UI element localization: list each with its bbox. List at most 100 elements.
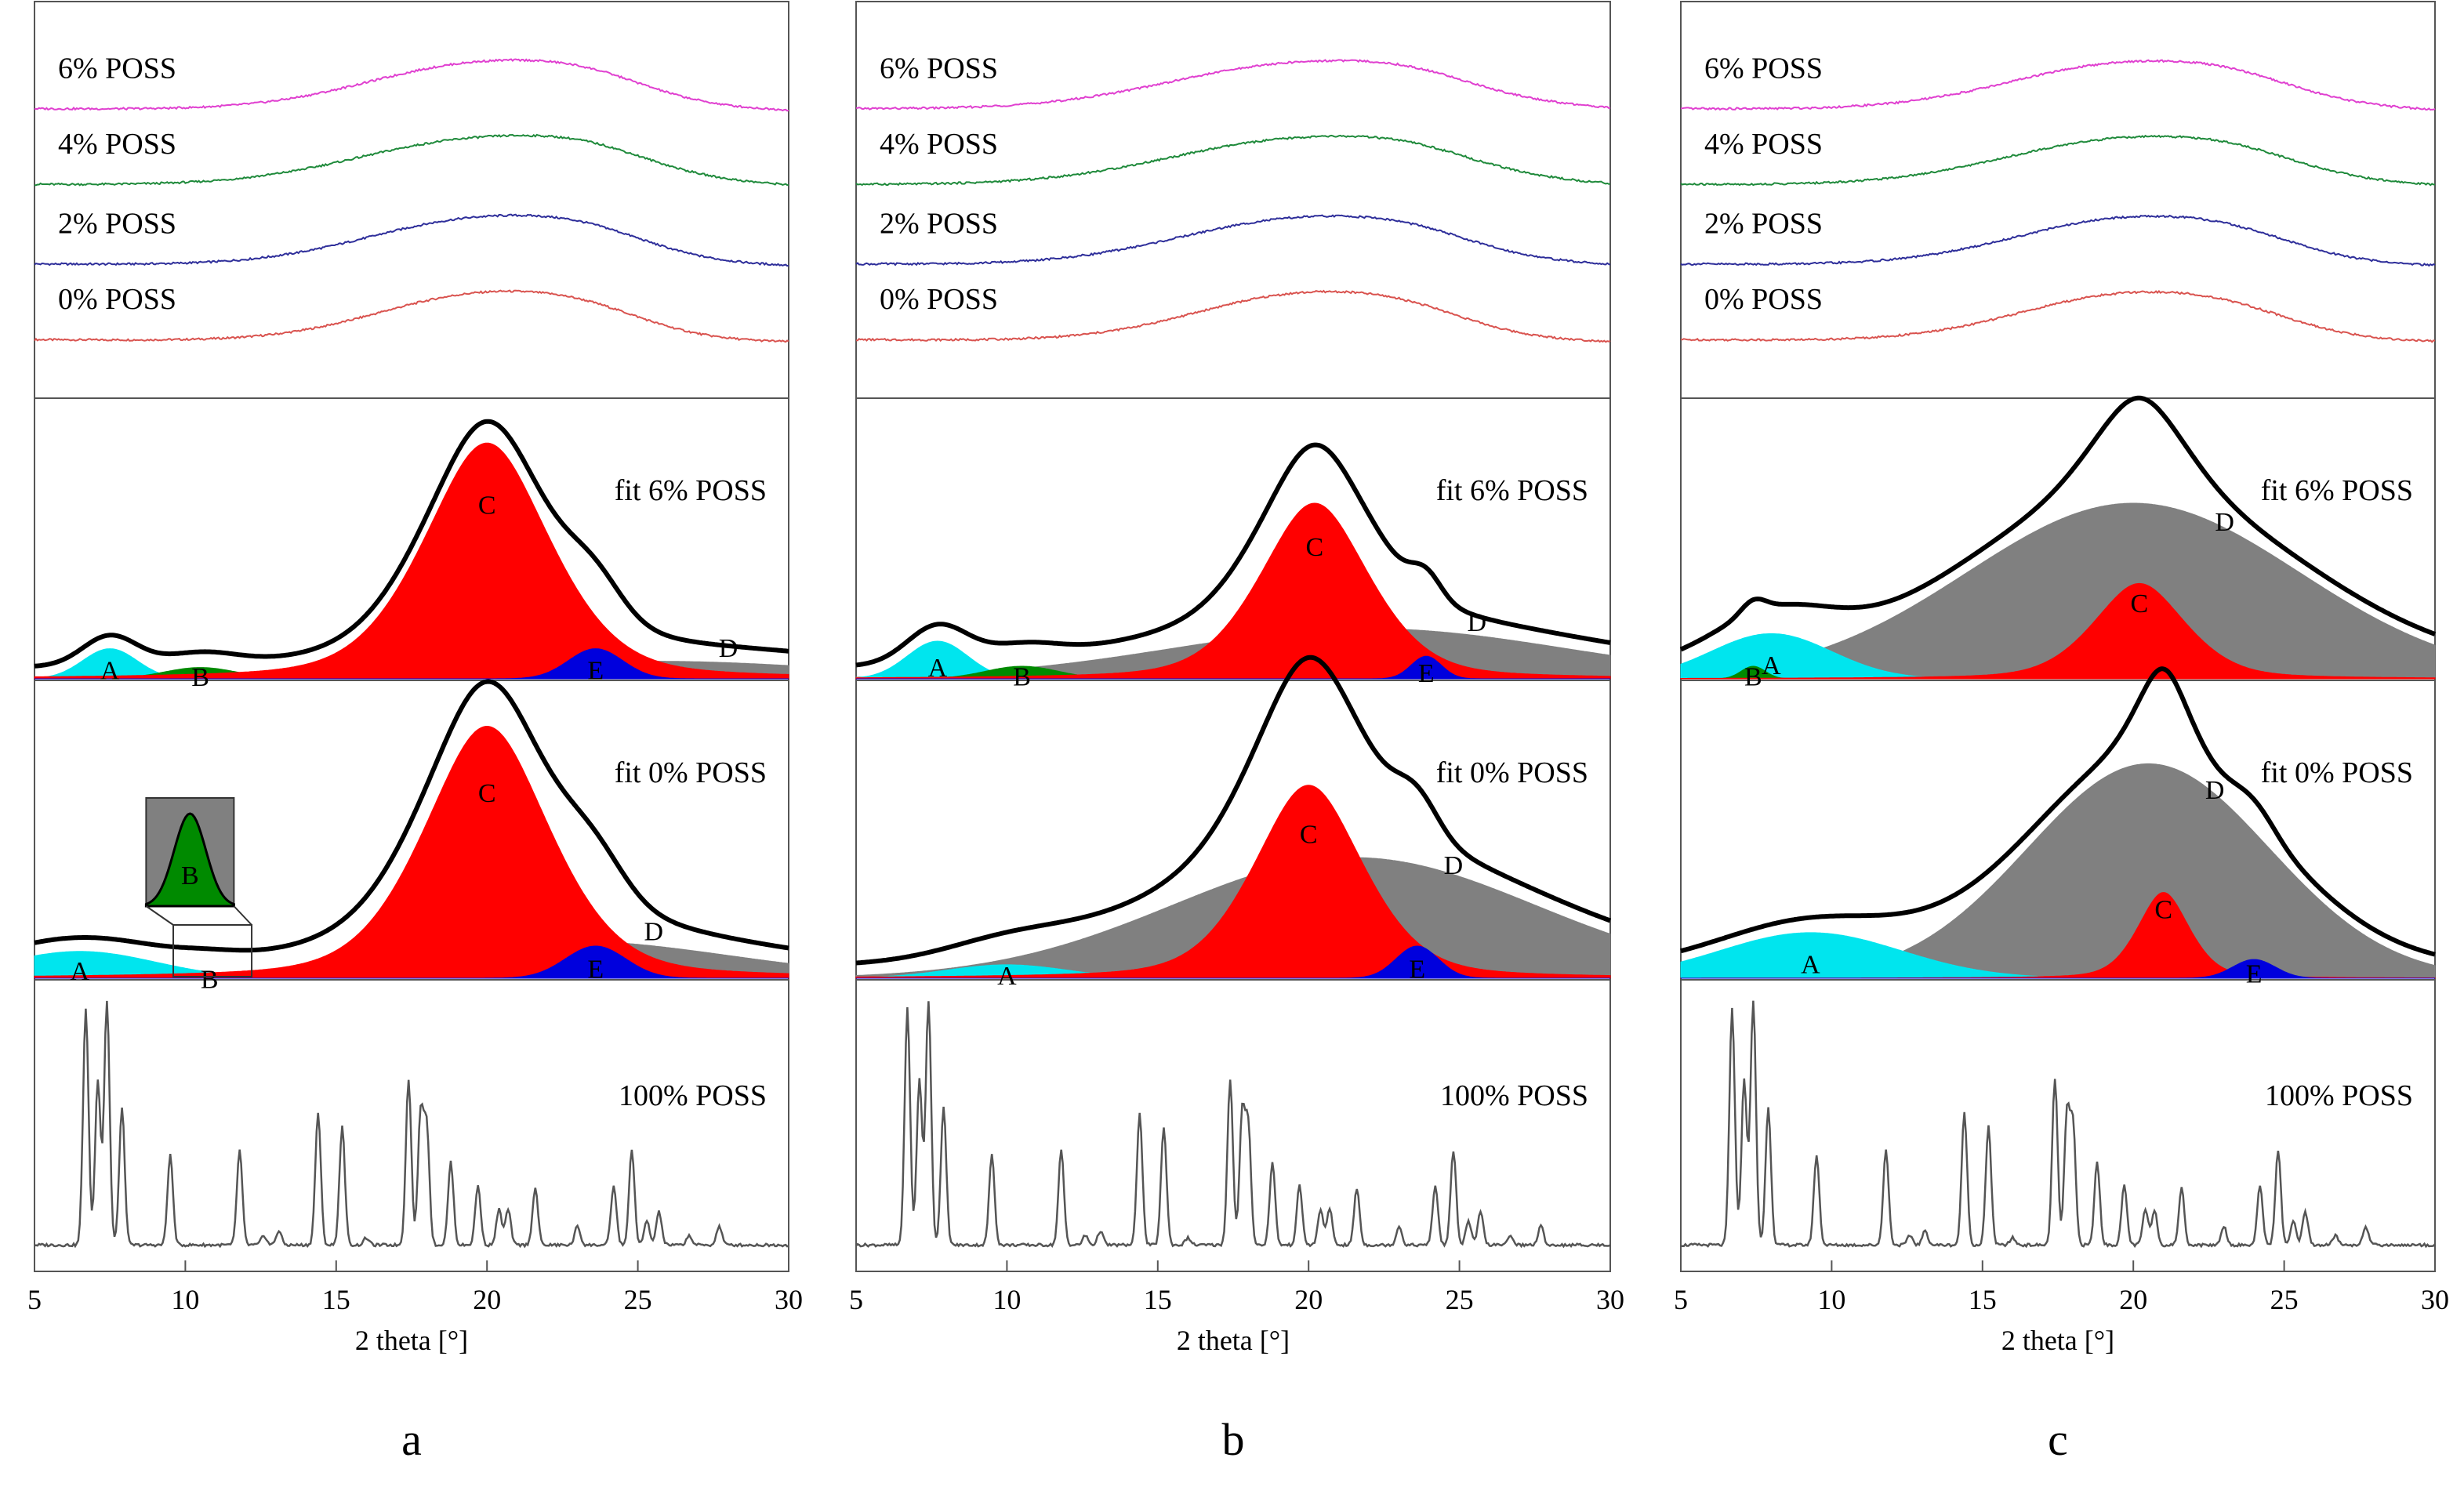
xrd-curve-4pct [34,133,789,187]
xrd-curve-0pct [1681,289,2436,343]
x-tick-label: 30 [775,1284,803,1315]
fit-label-C: C [2154,895,2172,924]
fit-component-C [855,785,1611,979]
fit-label-C: C [478,491,496,520]
x-tick-label: 5 [849,1284,863,1315]
x-tick-label: 25 [2270,1284,2299,1315]
x-axis-label: 2 theta [°] [2001,1325,2114,1356]
fit-label-B: B [1744,662,1762,691]
xrd-curve-2pct [855,214,1611,267]
fit-component-E [856,655,1610,680]
fit-label-D: D [2205,776,2225,805]
poss100-label: 100% POSS [2265,1079,2413,1112]
fit-title-0pct: fit 0% POSS [2261,756,2413,789]
fit-label-A: A [997,962,1017,991]
xrd-label-0pct: 0% POSS [58,283,176,316]
fit-component-E [856,945,1610,979]
xrd-label-2pct: 2% POSS [58,207,176,240]
inset-connector [233,905,252,926]
fit-label-D: D [1467,608,1486,637]
fit-envelope [1680,666,2436,957]
fit-label-E: E [587,657,604,686]
fit-component-C [1680,582,2436,680]
inset-peak-B [144,812,235,908]
x-tick-label: 15 [322,1284,350,1315]
x-tick-label: 5 [27,1284,42,1315]
fit-component-E [34,945,789,979]
x-tick-label: 30 [1596,1284,1624,1315]
fit-label-E: E [2246,960,2263,989]
xrd-curve-6pct [34,58,789,112]
fit-label-A: A [70,957,89,986]
xrd-label-4pct: 4% POSS [58,128,176,161]
x-axis-label: 2 theta [°] [1177,1325,1290,1356]
xrd-curve-6pct [1680,59,2436,111]
fit-title-0pct: fit 0% POSS [615,756,767,789]
xrd-label-2pct: 2% POSS [1704,207,1823,240]
fit-label-D: D [644,918,664,947]
fit-title-6pct: fit 6% POSS [1436,474,1588,507]
fit-envelope [855,442,1611,668]
fit-label-E: E [1418,659,1435,688]
fit-component-E [34,648,789,680]
xrd-label-2pct: 2% POSS [880,207,998,240]
panel-frame [855,1,1611,1272]
x-tick-label: 25 [1446,1284,1474,1315]
fit-label-D: D [1444,851,1464,880]
x-tick-label: 10 [1817,1284,1845,1315]
fit-envelope [855,655,1612,966]
x-tick-label: 15 [1969,1284,1997,1315]
fit-label-C: C [2131,589,2149,618]
x-tick-label: 10 [171,1284,199,1315]
fit-component-C [34,442,789,680]
panel-label: c [2048,1414,2068,1465]
xrd-label-6pct: 6% POSS [1704,52,1823,85]
inset-source-box [172,924,253,977]
xrd-curve-4pct [855,134,1611,187]
xrd-curve-6pct [855,59,1611,111]
inset-zoom-B: B [144,797,253,977]
fit-label-B: B [191,663,209,692]
x-tick-label: 15 [1144,1284,1172,1315]
fit-label-C: C [478,779,496,808]
fit-component-C [855,502,1611,680]
fit-label-B: B [201,966,219,995]
fit-title-6pct: fit 6% POSS [2261,474,2413,507]
poss100-curve [1680,1000,2436,1249]
fit-label-D: D [2215,508,2234,537]
fit-title-0pct: fit 0% POSS [1436,756,1588,789]
fit-label-A: A [1762,651,1781,680]
fit-envelope [34,679,789,953]
xrd-label-4pct: 4% POSS [880,128,998,161]
xrd-label-6pct: 6% POSS [880,52,998,85]
fit-label-A: A [100,657,120,686]
xrd-curve-0pct [34,289,789,343]
fit-label-C: C [1300,821,1318,850]
inset-connector [145,905,174,926]
xrd-label-6pct: 6% POSS [58,52,176,85]
xrd-curve-2pct [34,213,789,267]
panel-label: a [401,1414,422,1465]
x-tick-label: 10 [992,1284,1021,1315]
xrd-curve-4pct [1680,134,2436,187]
fit-label-E: E [1409,956,1425,985]
xrd-curve-2pct [1680,214,2436,267]
fit-title-6pct: fit 6% POSS [615,474,767,507]
panel-frame [34,1,789,1272]
fit-label-B: B [1013,662,1031,691]
fit-component-C [34,725,789,979]
fit-label-A: A [1801,951,1820,980]
xrd-label-0pct: 0% POSS [880,283,998,316]
xrd-label-4pct: 4% POSS [1704,128,1823,161]
x-tick-label: 5 [1674,1284,1688,1315]
xrd-curve-0pct [855,289,1611,343]
panel-label: b [1222,1414,1245,1465]
x-tick-label: 20 [2119,1284,2147,1315]
x-tick-label: 20 [1294,1284,1323,1315]
fit-label-C: C [1306,533,1324,562]
